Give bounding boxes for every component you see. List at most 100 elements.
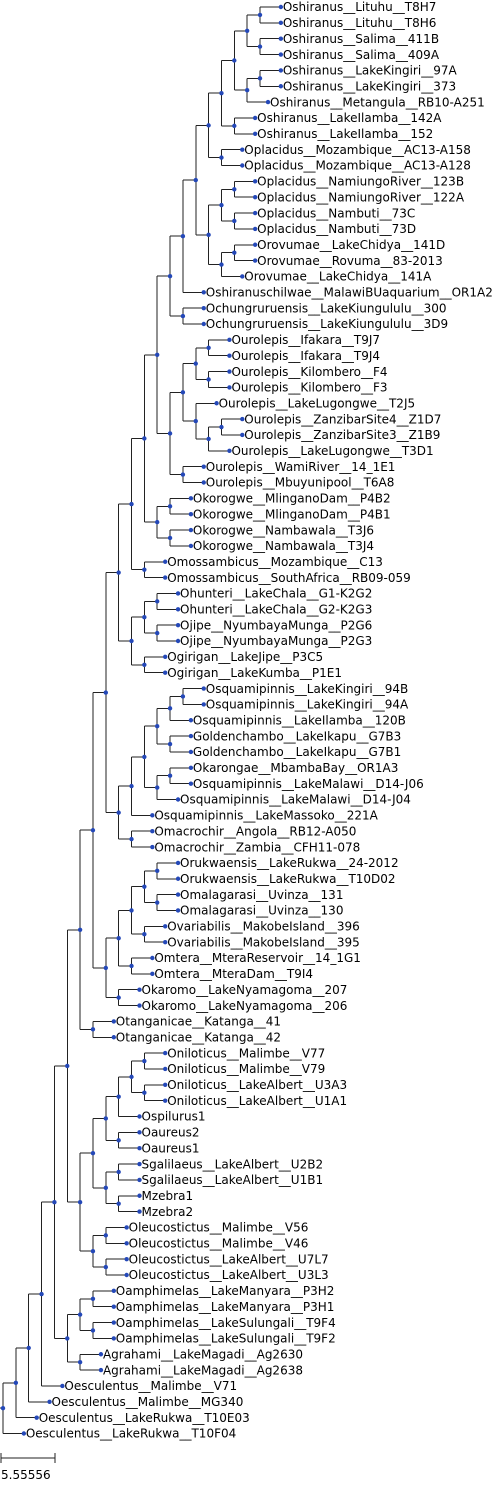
tip-node-dot <box>201 290 206 295</box>
tip-label: Ovariabilis__MakobeIsland__396 <box>167 920 360 934</box>
tip-label: Mzebra1 <box>142 1189 194 1203</box>
tip-label: Oplacidus__Nambuti__73D <box>257 222 416 236</box>
internal-node-dot <box>206 232 211 238</box>
internal-node-dot <box>257 76 263 81</box>
tip-label: Omtera__MteraReservoir__14_1G1 <box>154 951 361 965</box>
tip-label: Oesculentus__Malimbe__MG340 <box>52 1395 244 1409</box>
tip-label: Omossambicus__SouthAfrica__RB09-059 <box>167 571 411 585</box>
internal-node-dot <box>103 965 109 971</box>
tip-label: Orovumae__LakeChidya__141D <box>257 238 445 252</box>
internal-node-dot <box>257 44 263 49</box>
tip-label: Omtera__MteraDam__T9I4 <box>154 967 313 981</box>
tip-label: Ogirigan__LakeJipe__P3C5 <box>167 650 323 664</box>
tip-label: Oshiranus__LakeIlamba__152 <box>257 127 433 141</box>
tip-label: Mzebra2 <box>142 1205 194 1219</box>
tip-label: Oaureus1 <box>142 1141 200 1155</box>
tip-node-dot <box>47 1399 52 1405</box>
internal-node-dot <box>103 1233 109 1238</box>
internal-node-dot <box>155 519 160 525</box>
tip-label: Ospilurus1 <box>142 1110 206 1124</box>
tip-label: Oshiranus__Lituhu__T8H7 <box>283 0 437 14</box>
tip-node-dot <box>124 1256 129 1262</box>
internal-node-dot <box>129 836 134 842</box>
tip-node-dot <box>201 702 206 707</box>
internal-node-dot <box>90 1296 96 1301</box>
tip-node-dot <box>188 781 194 786</box>
internal-node-dot <box>155 785 160 790</box>
tip-node-dot <box>163 654 168 660</box>
tip-node-dot <box>163 670 168 675</box>
tip-node-dot <box>240 147 245 152</box>
tip-node-dot <box>227 337 232 343</box>
tip-label: Oniloticus__Malimbe__V77 <box>167 1046 325 1060</box>
tip-label: Oleucostictus__Malimbe__V56 <box>129 1221 309 1235</box>
tip-label: Oplacidus__Mozambique__AC13-A128 <box>244 159 471 173</box>
internal-node-dot <box>206 123 211 128</box>
tip-label: Ourolepis__WamiRiver__14_1E1 <box>206 460 396 474</box>
tip-node-dot <box>163 575 168 580</box>
tip-node-dot <box>188 733 194 739</box>
tip-node-dot <box>137 1146 142 1151</box>
tip-label: Ohunteri__LakeChala__G2-K2G3 <box>180 603 372 617</box>
tip-node-dot <box>137 1003 142 1008</box>
tip-node-dot <box>227 448 232 453</box>
tip-label: Omacrochir__Angola__RB12-A050 <box>154 824 356 838</box>
tip-label: Omossambicus__Mozambique__C13 <box>167 555 383 569</box>
tip-label: Oshiranus__Salima__409A <box>283 48 440 62</box>
internal-node-dot <box>206 436 211 442</box>
tip-label: Agrahami__LakeMagadi__Ag2638 <box>103 1363 303 1377</box>
tip-node-dot <box>111 1288 117 1294</box>
tip-node-dot <box>252 258 258 263</box>
internal-node-dot <box>0 1405 6 1411</box>
internal-node-dot <box>65 1336 70 1341</box>
tip-node-dot <box>175 622 181 628</box>
tip-label: Oaureus2 <box>142 1126 200 1140</box>
tip-node-dot <box>252 195 258 200</box>
tip-node-dot <box>163 559 168 564</box>
tip-label: Oleucostictus__LakeAlbert__U3L3 <box>129 1268 329 1282</box>
tip-label: Oamphimelas__LakeManyara__P3H1 <box>116 1300 335 1314</box>
tip-label: Oplacidus__NamiungoRiver__122A <box>257 190 465 204</box>
tip-label: Ourolepis__Kilombero__F3 <box>231 381 387 395</box>
tip-label: Oshiranus__LakeKingiri__97A <box>283 64 458 78</box>
internal-node-dot <box>167 504 173 509</box>
tip-node-dot <box>265 99 271 105</box>
tip-node-dot <box>214 401 219 406</box>
tip-label: Oshiranus__Lituhu__T8H6 <box>283 16 437 30</box>
internal-node-dot <box>103 1116 109 1121</box>
internal-node-dot <box>206 377 211 382</box>
tip-label: Oesculentus__LakeRukwa__T10F04 <box>26 1427 236 1441</box>
internal-node-dot <box>155 599 160 604</box>
scale-bar: 5.55556 <box>0 1453 56 1482</box>
tip-node-dot <box>137 1193 142 1198</box>
internal-node-dot <box>193 177 198 183</box>
internal-node-dot <box>244 88 250 93</box>
tip-node-dot <box>137 1177 142 1183</box>
tip-node-dot <box>163 924 168 929</box>
internal-node-dot <box>180 390 186 395</box>
tip-label: Oniloticus__Malimbe__V79 <box>167 1062 325 1076</box>
internal-node-dot <box>26 1345 31 1351</box>
tip-node-dot <box>137 1161 142 1167</box>
internal-node-dot <box>103 690 109 695</box>
tip-node-dot <box>240 163 245 168</box>
tip-label: Oleucostictus__Malimbe__V46 <box>129 1237 309 1251</box>
tip-label: Ourolepis__Mbuyunipool__T6A8 <box>206 476 395 490</box>
tip-node-dot <box>188 496 194 501</box>
tip-node-dot <box>278 52 284 57</box>
internal-node-dot <box>77 927 83 932</box>
tip-label: Ourolepis__Kilombero__F4 <box>231 365 387 379</box>
tip-node-dot <box>150 955 155 961</box>
internal-node-dot <box>206 345 211 350</box>
internal-node-dot <box>13 1380 19 1385</box>
tip-node-dot <box>278 84 284 89</box>
tip-label: Okorogwe__MlinganoDam__P4B1 <box>193 507 391 521</box>
tip-label: Ourolepis__ZanzibarSite3__Z1B9 <box>244 428 440 442</box>
tip-node-dot <box>150 844 155 850</box>
tip-node-dot <box>111 1336 117 1341</box>
internal-node-dot <box>39 1291 44 1297</box>
tip-node-dot <box>137 1209 142 1214</box>
tip-label: Okorogwe__MlinganoDam__P4B2 <box>193 492 391 506</box>
internal-node-dot <box>142 567 147 572</box>
tip-node-dot <box>111 1019 117 1024</box>
